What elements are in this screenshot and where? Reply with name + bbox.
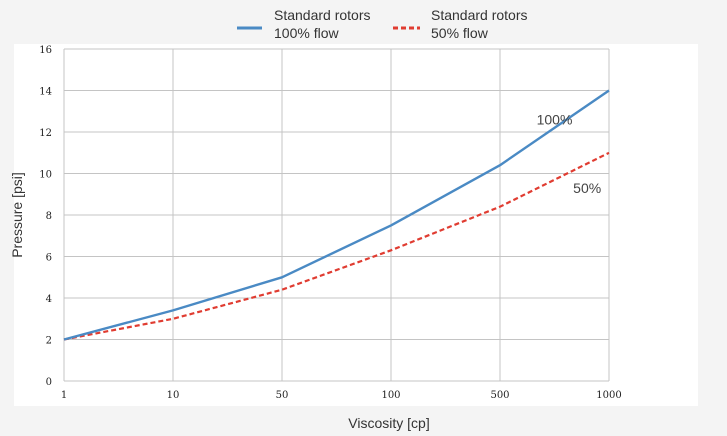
y-tick-label: 10: [39, 170, 52, 181]
y-tick-label: 0: [46, 377, 52, 388]
y-tick-label: 12: [39, 128, 52, 139]
legend-label-100-line2: 100% flow: [274, 25, 339, 41]
series-line-100-flow: [63, 89, 610, 341]
y-tick-label: 14: [39, 87, 52, 98]
x-axis-title: Viscosity [cp]: [348, 415, 429, 431]
plot-background: [14, 44, 698, 406]
y-tick-label: 4: [46, 294, 52, 305]
gridlines: [63, 48, 610, 382]
x-tick-label: 100: [381, 390, 400, 401]
series-lines: [63, 89, 610, 341]
legend-label-100-line1: Standard rotors: [274, 7, 371, 23]
legend-label-50-line2: 50% flow: [431, 25, 489, 41]
annotation-100: 100%: [537, 112, 573, 128]
series-line-50-flow: [63, 151, 610, 341]
annotation-50: 50%: [573, 180, 601, 196]
x-tick-label: 1: [61, 390, 67, 401]
y-tick-label: 2: [46, 336, 52, 347]
y-tick-label: 6: [46, 253, 52, 264]
legend: Standard rotors 100% flow Standard rotor…: [237, 7, 528, 41]
x-tick-label: 1000: [596, 390, 621, 401]
y-tick-label: 8: [46, 211, 52, 222]
annotations: 100% 50%: [537, 112, 602, 196]
x-tick-label: 10: [167, 390, 180, 401]
x-tick-label: 500: [490, 390, 509, 401]
x-tick-label: 50: [276, 390, 289, 401]
y-tick-label: 16: [39, 45, 52, 56]
tick-labels: 0 2 4 6 8 10 12 14 16 1 10 50 100 500 1000: [39, 45, 621, 401]
y-axis-title: Pressure [psi]: [9, 172, 25, 258]
legend-label-50-line1: Standard rotors: [431, 7, 528, 23]
